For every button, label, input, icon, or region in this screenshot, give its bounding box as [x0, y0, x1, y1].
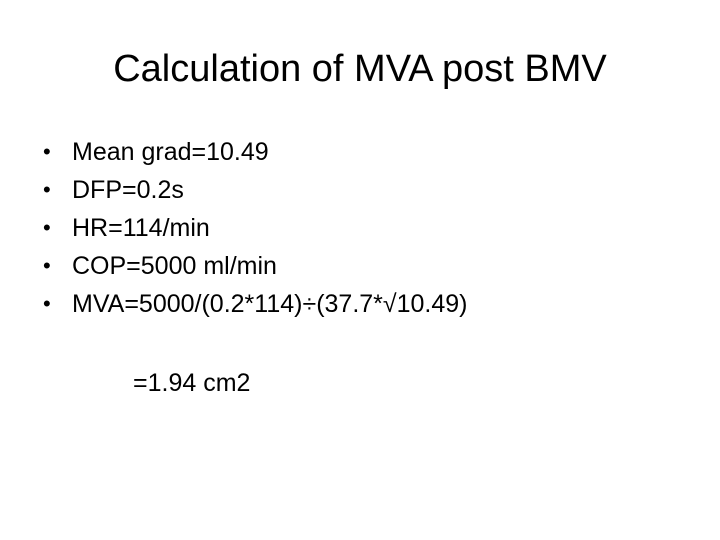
bullet-heart-rate: • HR=114/min [0, 209, 720, 247]
bullet-text: HR=114/min [72, 214, 210, 242]
bullet-marker: • [43, 177, 51, 202]
bullet-text: MVA=5000/(0.2*114)÷(37.7*√10.49) [72, 290, 468, 318]
slide-title: Calculation of MVA post BMV [113, 48, 607, 90]
mva-result: =1.94 cm2 [133, 369, 251, 397]
bullet-text: Mean grad=10.49 [72, 138, 269, 166]
bullet-mva-formula: • MVA=5000/(0.2*114)÷(37.7*√10.49) [0, 285, 720, 323]
bullet-list: • Mean grad=10.49 • DFP=0.2s • HR=114/mi… [0, 133, 720, 323]
bullet-cardiac-output: • COP=5000 ml/min [0, 247, 720, 285]
bullet-marker: • [43, 139, 51, 164]
bullet-marker: • [43, 215, 51, 240]
bullet-marker: • [43, 291, 51, 316]
bullet-text: DFP=0.2s [72, 176, 184, 204]
bullet-marker: • [43, 253, 51, 278]
bullet-text: COP=5000 ml/min [72, 252, 277, 280]
bullet-dfp: • DFP=0.2s [0, 171, 720, 209]
bullet-mean-gradient: • Mean grad=10.49 [0, 133, 720, 171]
